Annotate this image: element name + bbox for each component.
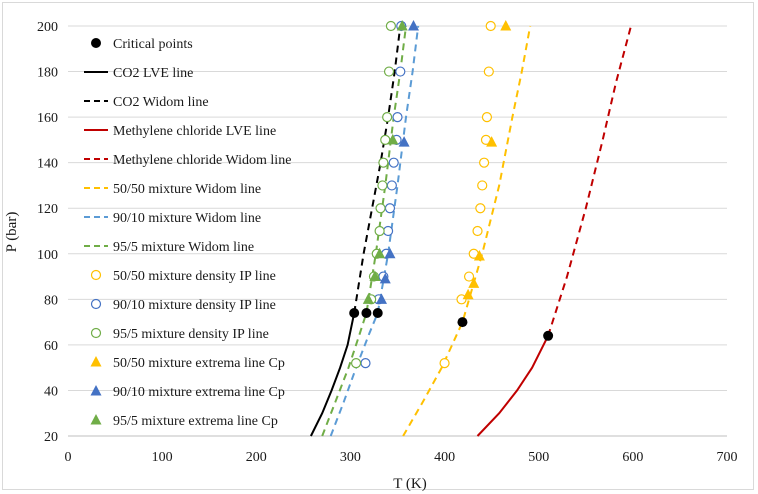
y-tick-label: 100	[37, 248, 58, 263]
data-point	[382, 112, 393, 123]
data-point	[349, 308, 360, 318]
data-point	[468, 277, 480, 288]
legend-swatch	[90, 385, 102, 396]
data-point	[463, 271, 475, 282]
legend-swatch	[90, 414, 102, 425]
data-point	[382, 225, 394, 237]
y-tick-label: 160	[37, 111, 58, 126]
x-axis-label: T (K)	[393, 476, 426, 492]
legend-label: CO2 Widom line	[113, 95, 209, 110]
data-point	[385, 20, 397, 32]
data-point	[439, 358, 450, 369]
y-tick-label: 120	[37, 202, 58, 217]
data-point	[395, 66, 406, 77]
y-tick-label: 180	[37, 66, 58, 81]
data-point	[379, 272, 391, 284]
series-line	[310, 312, 356, 437]
legend-label: Methylene chloride Widom line	[113, 153, 291, 168]
series-line	[353, 25, 402, 314]
y-tick-label: 140	[37, 157, 58, 172]
y-tick-label: 200	[37, 20, 58, 35]
data-point	[398, 136, 410, 147]
data-point	[372, 308, 383, 318]
y-tick-label: 80	[44, 293, 58, 308]
x-tick-label: 0	[65, 450, 72, 465]
data-point	[483, 66, 494, 77]
data-point	[384, 247, 396, 259]
y-tick-label: 20	[44, 430, 58, 445]
data-point	[360, 358, 371, 369]
series-line	[321, 25, 407, 437]
data-point	[361, 308, 372, 318]
data-point	[378, 157, 389, 168]
data-point	[377, 180, 388, 191]
data-point	[481, 112, 493, 123]
legend-label: 90/10 mixture Widom line	[113, 211, 261, 226]
data-point	[374, 225, 385, 237]
series-line	[547, 25, 632, 337]
data-point	[383, 66, 395, 77]
data-point	[473, 250, 485, 261]
data-point	[408, 20, 420, 31]
plot-area	[310, 20, 632, 437]
legend-label: 50/50 mixture density IP line	[113, 269, 276, 284]
x-tick-label: 500	[528, 450, 549, 465]
series-line	[476, 335, 549, 437]
data-point	[388, 157, 399, 168]
data-point	[375, 293, 387, 304]
data-point	[386, 180, 397, 191]
data-point	[485, 20, 496, 32]
legend-swatch	[90, 327, 102, 339]
series-line	[402, 25, 532, 437]
legend-label: 95/5 mixture extrema line Cp	[113, 414, 278, 429]
axes: 20 40 60 80 100 120 140 160 180 200 0 100 200 300 400 5…	[37, 20, 738, 465]
data-point	[500, 20, 512, 31]
legend: Critical points CO2 LVE line CO2 Widom lin…	[84, 37, 291, 429]
data-point	[375, 203, 386, 214]
data-point	[384, 203, 396, 214]
data-point	[543, 330, 554, 341]
legend-label: 90/10 mixture density IP line	[113, 298, 276, 313]
legend-label: Methylene chloride LVE line	[113, 124, 276, 139]
data-point	[350, 358, 362, 369]
x-tick-label: 400	[434, 450, 455, 465]
y-tick-label: 40	[44, 384, 58, 399]
data-point	[462, 288, 474, 300]
data-point	[374, 247, 386, 259]
data-point	[387, 133, 399, 145]
data-point	[479, 157, 490, 168]
legend-label: 95/5 mixture density IP line	[113, 327, 269, 342]
x-tick-label: 100	[152, 450, 173, 465]
series-line	[329, 25, 420, 437]
legend-swatch	[90, 269, 102, 281]
legend-swatch	[91, 38, 101, 48]
data-point	[472, 225, 483, 237]
data-point	[486, 136, 498, 147]
data-point	[475, 203, 486, 214]
data-point	[392, 112, 403, 123]
data-point	[396, 20, 408, 31]
data-point	[457, 317, 468, 328]
x-tick-label: 200	[246, 450, 267, 465]
x-tick-label: 600	[622, 450, 643, 465]
x-tick-label: 300	[340, 450, 361, 465]
legend-swatch	[90, 298, 102, 310]
legend-label: Critical points	[113, 37, 193, 52]
legend-label: 90/10 mixture extrema line Cp	[113, 385, 285, 400]
x-tick-label: 700	[717, 450, 738, 465]
legend-label: CO2 LVE line	[113, 66, 193, 81]
data-point	[362, 293, 374, 304]
data-point	[477, 180, 488, 191]
y-tick-label: 60	[44, 339, 58, 354]
legend-label: 50/50 mixture extrema line Cp	[113, 356, 285, 371]
y-axis-label: P (bar)	[4, 212, 20, 253]
data-point	[369, 270, 381, 282]
legend-label: 95/5 mixture Widom line	[113, 240, 254, 255]
legend-label: 50/50 mixture Widom line	[113, 182, 261, 197]
legend-swatch	[90, 356, 102, 367]
